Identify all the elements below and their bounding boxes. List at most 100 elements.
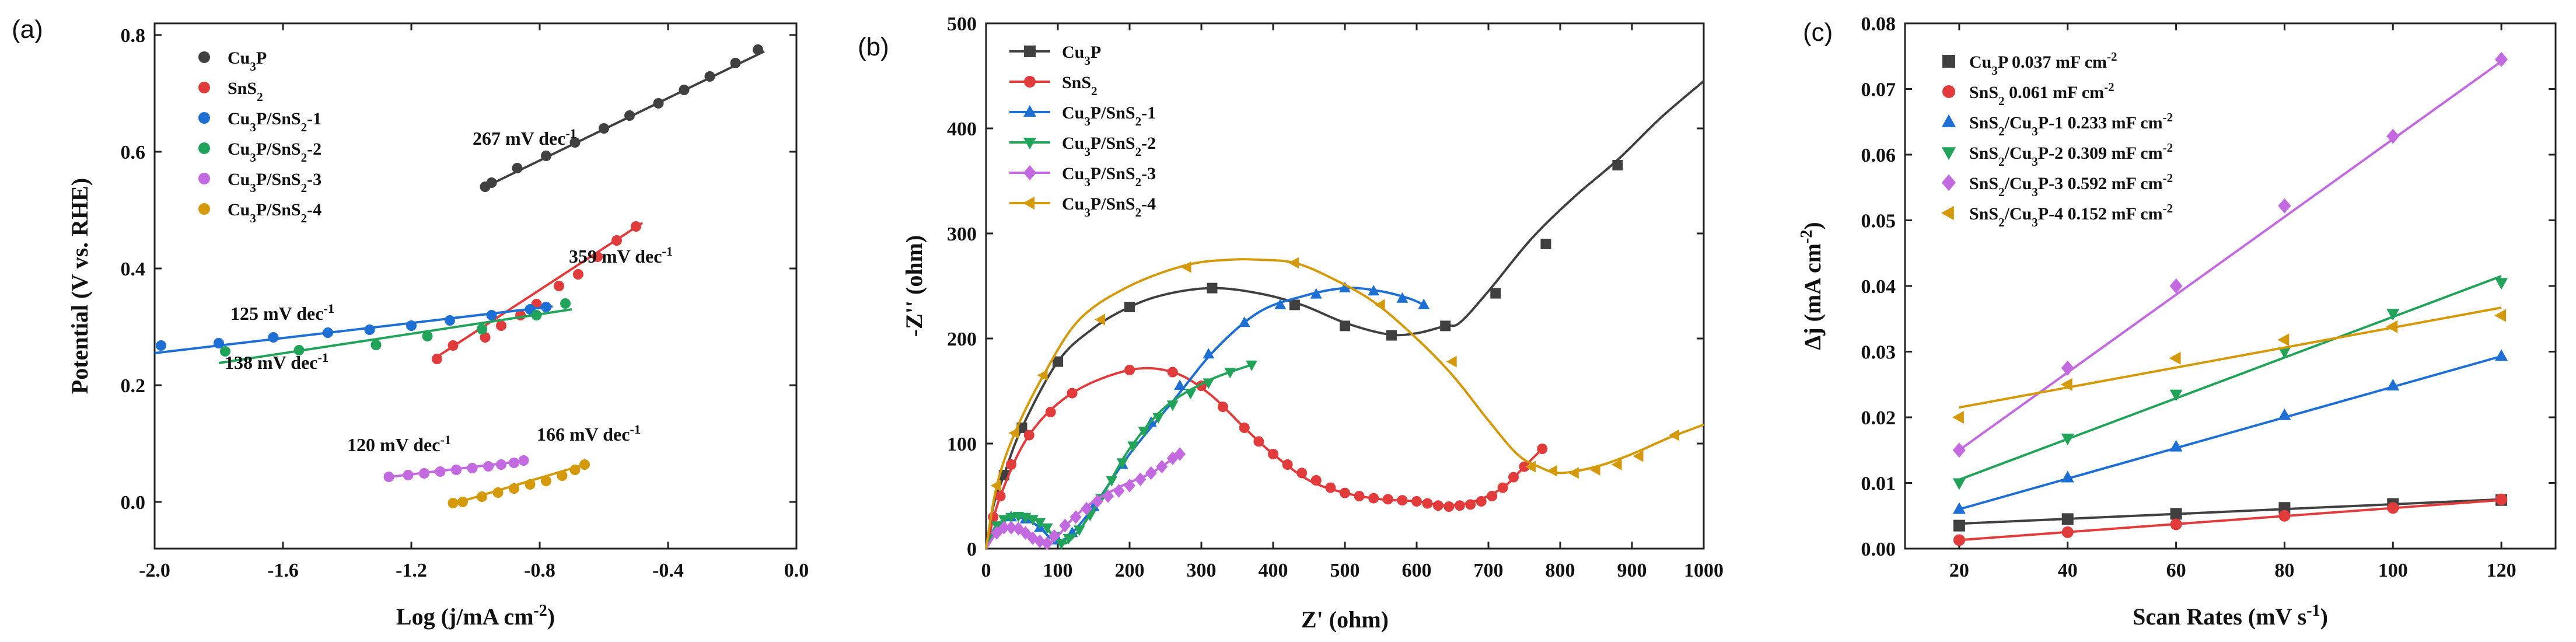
data-point [557,470,568,481]
data-point [1174,379,1186,390]
legend-marker [198,203,210,215]
data-point [2386,379,2400,390]
data-point [753,44,763,55]
data-point [998,521,1010,535]
data-point [403,470,414,480]
data-point [518,455,529,466]
data-point [2169,351,2181,365]
y-tick-label: 0.08 [1861,13,1896,35]
data-point [2278,510,2291,522]
slope-annotation: 267 mV dec-1 [473,126,576,149]
x-tick-label: 800 [1546,560,1575,581]
series-5 [448,459,590,508]
data-point [1546,465,1557,477]
legend-marker [1941,147,1956,160]
data-point [496,459,506,470]
y-tick-label: 0.4 [121,259,146,280]
data-point [383,472,394,482]
legend-marker [1024,46,1036,57]
data-point [1006,459,1017,470]
x-tick-label: 700 [1474,560,1504,581]
x-tick-label: 20 [1949,560,1969,581]
x-tick-label: 200 [1115,560,1145,581]
data-point [592,252,603,262]
data-point [509,483,519,494]
data-point [1282,459,1293,470]
series-2 [154,302,553,354]
legend-marker [198,51,210,63]
data-point [1397,495,1408,506]
legend-label: Cu3P/SnS2-4 [228,200,321,225]
data-point [1055,539,1068,550]
data-point [531,310,542,320]
data-point [1152,413,1165,424]
panel-label: (a) [12,15,43,44]
data-point [1005,521,1017,535]
data-point [1067,388,1078,399]
series-0 [1953,494,2508,532]
legend-label: Cu3P/SnS2-1 [228,109,321,134]
slope-annotation: 166 mV dec-1 [537,422,641,445]
data-point [1611,459,1622,470]
data-point [2495,493,2508,505]
x-axis-label: Scan Rates (mV s-1) [2133,602,2328,630]
data-point [2494,309,2507,322]
data-point [2169,389,2183,402]
data-point [1633,450,1644,462]
y-tick-label: 0.0 [121,492,146,514]
fit-line [1958,60,2502,451]
data-point [1953,519,1965,532]
y-tick-label: 0.2 [121,375,146,397]
data-point [2278,347,2291,359]
data-point [467,463,478,473]
y-tick-label: 0.03 [1861,342,1896,364]
data-point [1288,257,1299,269]
data-point [1952,411,1964,424]
data-point [1386,330,1397,341]
data-point [1497,482,1508,493]
data-point [1274,298,1287,309]
data-point [2495,51,2508,67]
legend-label: Cu3P 0.037 mF cm-2 [1969,50,2117,78]
x-tick-label: 500 [1330,560,1360,581]
data-point [2060,378,2072,391]
legend-marker [1941,174,1956,191]
data-point [1074,525,1085,536]
data-point [2061,513,2074,525]
data-point [569,137,581,148]
data-point [1027,515,1039,526]
x-tick-label: -1.2 [396,560,427,581]
data-point [451,465,462,475]
data-point [2278,408,2291,420]
legend-label: Cu3P/SnS2-3 [228,170,321,195]
data-point [1519,461,1530,472]
data-point [2495,278,2508,290]
data-point [1069,510,1082,524]
data-point [998,515,1010,526]
series-line [985,80,1705,549]
data-point [1203,348,1215,359]
data-point [371,340,382,350]
data-point [364,325,375,335]
data-point [579,459,590,470]
x-axis-label: Log (j/mA cm-2) [396,602,555,630]
data-point [599,123,609,134]
x-tick-label: 400 [1259,560,1288,581]
data-point [486,310,497,320]
data-point [1138,427,1150,438]
data-point [1310,475,1322,486]
data-point [1952,502,1966,514]
data-point [2170,518,2182,531]
data-point [991,526,1003,540]
x-axis-label: Z' (ohm) [1301,606,1389,633]
data-point [2495,349,2508,361]
data-point [1669,429,1679,441]
legend-label: SnS2/Cu3P-4 0.152 mF cm-2 [1969,201,2173,229]
slope-annotation: 125 mV dec-1 [230,301,334,325]
data-point [1166,400,1179,411]
panel-label: (b) [858,33,889,61]
data-point [1113,484,1125,498]
series-1 [1953,493,2508,546]
data-point [1037,369,1048,381]
